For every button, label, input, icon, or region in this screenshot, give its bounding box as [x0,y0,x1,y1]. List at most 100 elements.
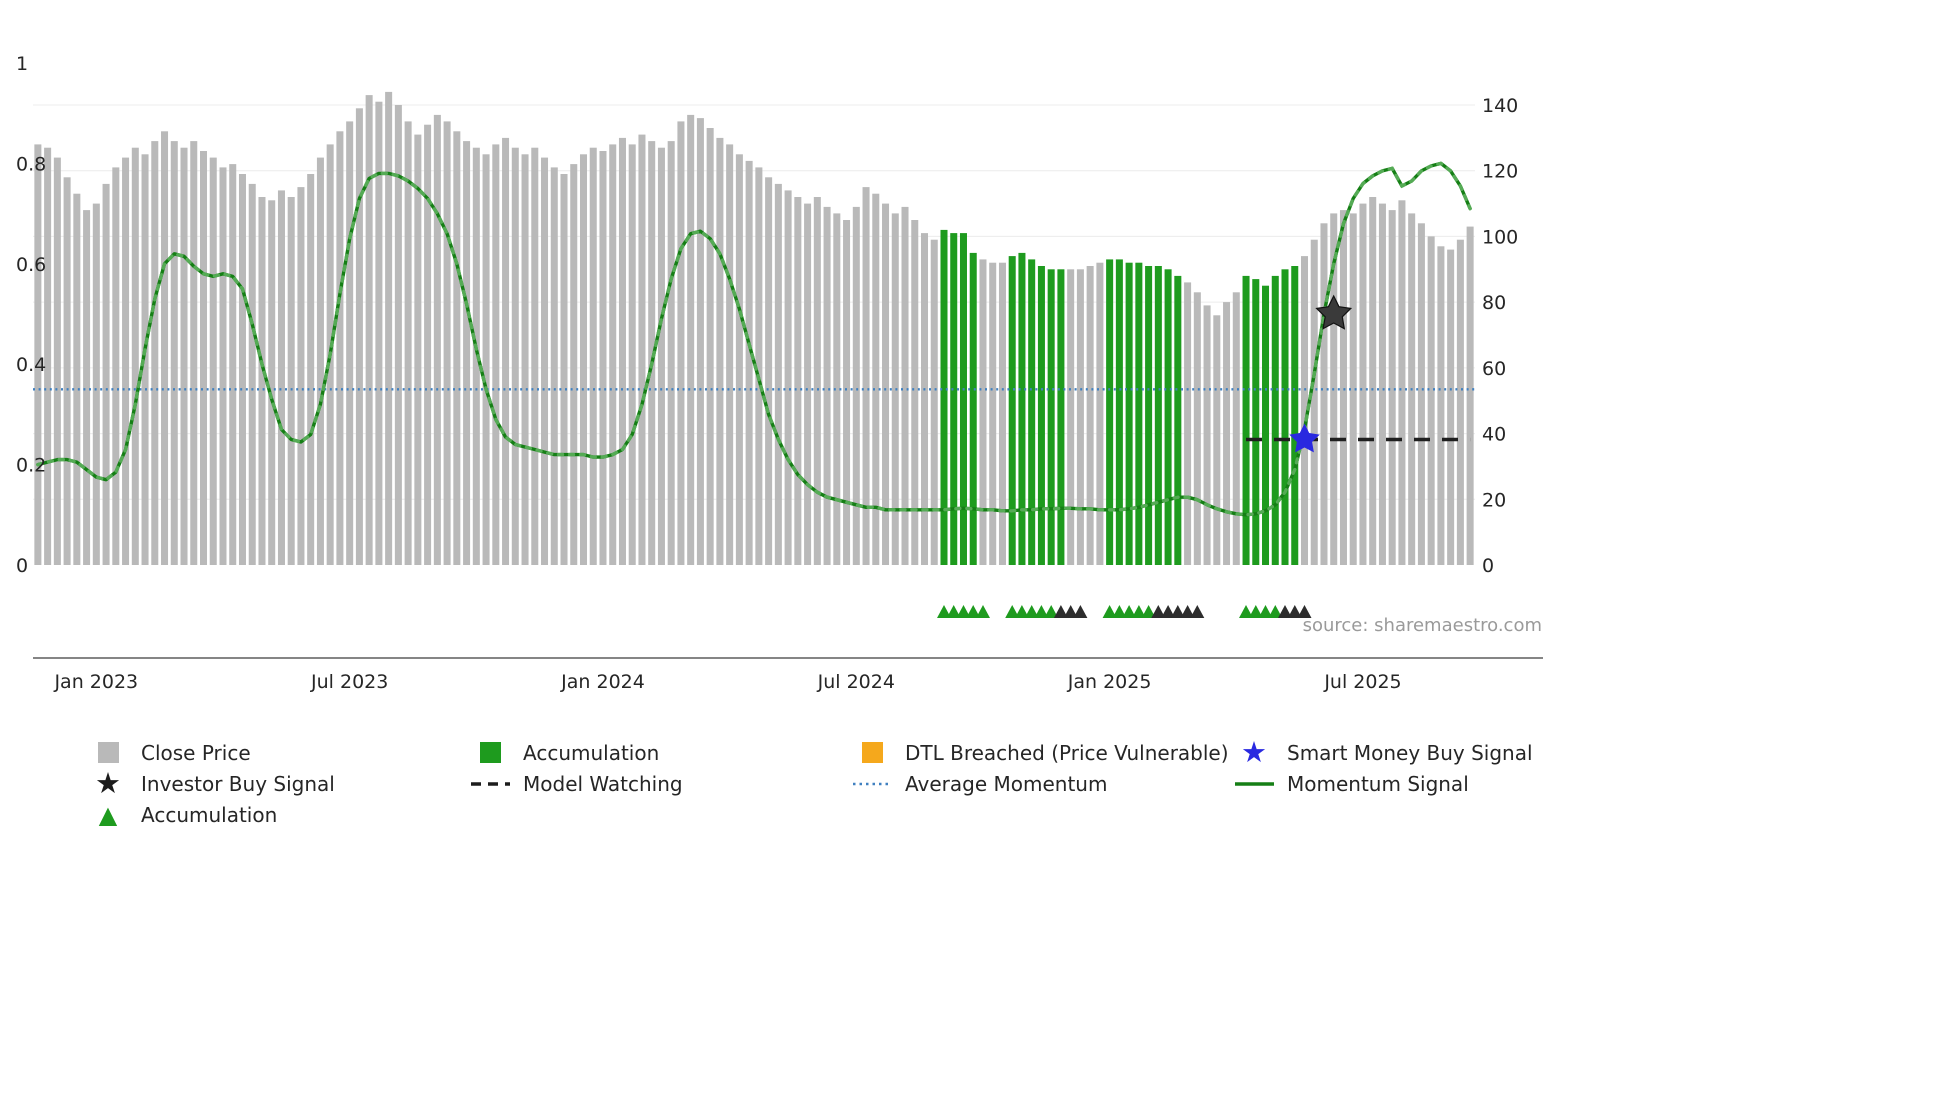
close-price-bar [102,183,110,565]
close-price-bar [1359,203,1367,565]
legend-item-accumulation-bar: Accumulation [470,737,852,768]
accumulation-triangle-icon [1122,605,1137,618]
accumulation-bar [1154,266,1162,565]
dark-triangle-icon [1053,605,1068,618]
close-price-bar [998,262,1006,565]
close-price-bar [180,147,188,565]
close-price-bar [365,95,373,565]
legend-item-dtl-breached: DTL Breached (Price Vulnerable) [852,737,1234,768]
close-price-bar [618,137,626,565]
close-price-bar [833,213,841,565]
accumulation-triangle-icon [1044,605,1059,618]
legend-label-momentum-signal: Momentum Signal [1287,771,1469,796]
close-price-bar [73,193,81,565]
close-price-bar [1300,256,1309,565]
accumulation-bar [1281,269,1289,565]
close-price-bar [414,134,422,565]
accumulation-bar [1135,262,1143,565]
close-price-bar [1184,282,1192,565]
close-price-bar [1417,223,1425,566]
accumulation-triangle-icon [1248,605,1263,618]
close-price-bar [433,114,441,566]
close-price-bar [570,164,578,565]
close-price-bar [336,131,344,566]
close-price-bar [170,141,178,565]
close-price-bar [1086,266,1094,565]
close-price-bar [862,187,870,565]
green-square-icon [470,737,510,768]
close-price-bar [716,137,724,565]
close-price-bar [248,183,256,565]
accumulation-triangle-icon [1024,605,1039,618]
close-price-bar [911,220,919,565]
green-triangle-icon: ▲ [98,800,118,829]
close-price-bar [521,154,529,566]
close-price-bar [1427,236,1435,565]
close-price-bar [989,262,997,565]
close-price-bar [297,187,305,565]
left-axis-tick-label: 0 [16,555,28,577]
accumulation-bar [950,233,958,565]
orange-square-icon [852,737,892,768]
close-price-bar [550,167,558,565]
close-price-bar [375,101,383,565]
close-price-bar [209,157,217,565]
dark-triangle-icon [1180,605,1195,618]
right-axis-tick-label: 80 [1482,292,1506,314]
accumulation-bar [1018,252,1026,565]
accumulation-triangle-icon [1258,605,1273,618]
legend-label-dtl-breached: DTL Breached (Price Vulnerable) [905,740,1229,765]
close-price-bar [355,108,363,566]
legend-label-smart-money: Smart Money Buy Signal [1287,740,1533,765]
dark-triangle-icon [1161,605,1176,618]
close-price-bar [609,144,617,565]
close-price-bar [151,141,159,565]
close-price-bar [1456,239,1464,565]
close-price-bar [1213,315,1221,565]
dark-triangle-icon [1287,605,1302,618]
close-price-bar [823,206,831,565]
legend-label-model-watching: Model Watching [523,771,683,796]
close-price-bar [131,147,139,565]
dashed-line-icon [470,768,510,799]
accumulation-triangle-icon [1141,605,1156,618]
dark-triangle-icon [1297,605,1312,618]
accumulation-bar [1057,269,1065,565]
close-price-bar [1369,197,1377,565]
right-axis-tick-label: 0 [1482,555,1494,577]
close-price-bar [1232,292,1240,565]
accumulation-bar [1125,262,1133,565]
close-price-bar [287,197,295,565]
blue-star-icon: ★ [1241,735,1267,769]
accumulation-triangle-icon [956,605,971,618]
accumulation-bar [1291,266,1299,565]
accumulation-triangle-icon [1034,605,1049,618]
close-price-bar [726,144,734,565]
close-price-bar [92,203,100,565]
accumulation-triangle-icon [1239,605,1253,618]
dark-triangle-icon [1278,605,1292,618]
legend-item-accumulation-triangle: ▲ Accumulation [88,799,470,830]
close-price-bar [346,121,354,566]
close-price-bar [385,91,393,566]
close-price-bar [882,203,890,565]
legend-label-accumulation-bar: Accumulation [523,740,660,765]
close-price-bar [579,154,588,566]
left-axis-tick-label: 0.4 [16,354,46,376]
close-price-bar [492,144,500,565]
close-price-bar [1398,200,1406,566]
right-axis-tick-label: 120 [1482,161,1518,183]
accumulation-bar [1174,275,1182,565]
close-price-bar [843,220,851,565]
close-price-bar [696,118,704,565]
close-price-bar [1378,203,1386,565]
legend-label-average-momentum: Average Momentum [905,771,1108,796]
close-price-bar [1388,210,1396,565]
accumulation-triangle-icon [966,605,981,618]
close-price-bar [921,233,929,565]
close-price-bar [1096,262,1104,565]
investor-buy-star-icon [1315,294,1353,330]
green-line-icon [1234,768,1274,799]
accumulation-triangle-icon [946,605,961,618]
close-price-bar [161,131,169,566]
